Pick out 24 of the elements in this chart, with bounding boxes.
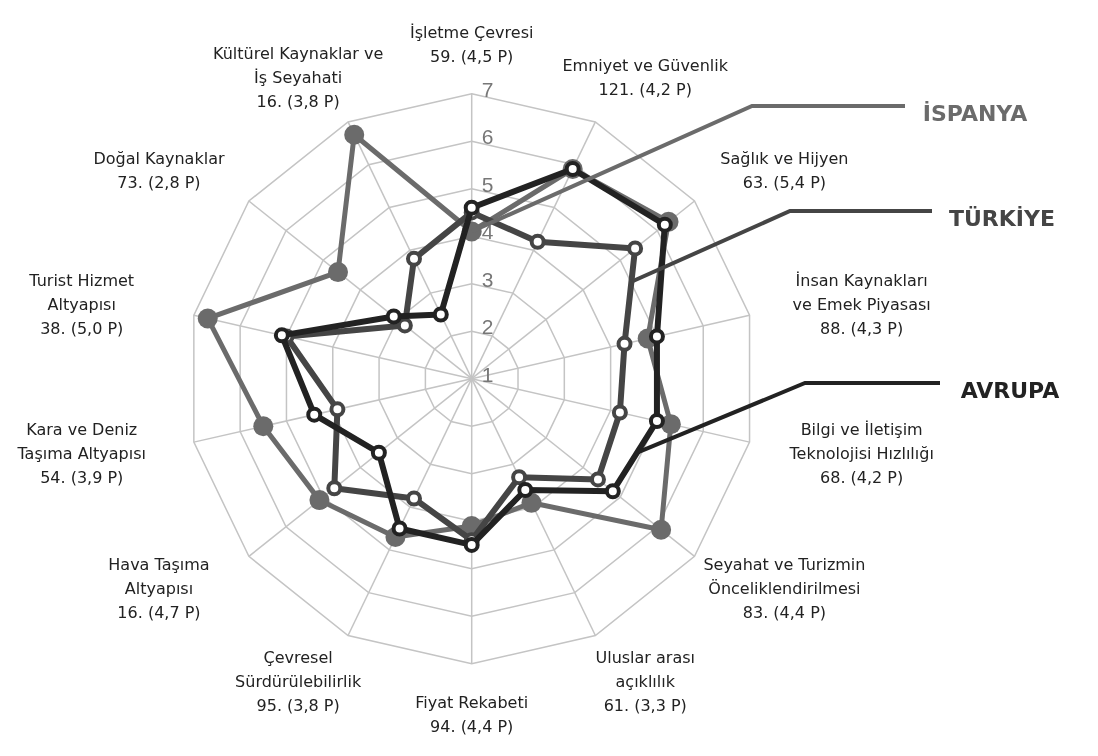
spoke-label: Seyahat ve Turizmin Önceliklendirilmesi 83. (4,4 P) bbox=[703, 554, 866, 622]
spoke-label: Kara ve Deniz Taşıma Altyapısı 54. (3,9 P) bbox=[16, 420, 146, 488]
y-tick-label: 2 bbox=[481, 315, 494, 339]
y-tick-label: 3 bbox=[481, 267, 494, 291]
spoke-label: İşletme Çevresi 59. (4,5 P) bbox=[409, 22, 534, 66]
spoke-label: Emniyet ve Güvenlik 121. (4,2 P) bbox=[562, 55, 729, 99]
text: TÜRKİYE bbox=[948, 206, 1056, 231]
y-tick-label: 6 bbox=[481, 125, 494, 149]
spoke-label: Çevresel Sürdürülebilirlik 95. (3,8 P) bbox=[235, 647, 362, 715]
spoke-label: Bilgi ve İletişim Teknolojisi Hızlılığı 68. (4,2 P) bbox=[788, 420, 934, 488]
spoke-label: Fiyat Rekabeti 94. (4,4 P) bbox=[415, 692, 529, 736]
spoke-label: Uluslar arası açıklılık 61. (3,3 P) bbox=[595, 647, 696, 715]
y-tick-label: 1 bbox=[481, 362, 494, 386]
spoke-label: Kültürel Kaynaklar ve İş Seyahati 16. (3,8 P) bbox=[213, 43, 384, 111]
spoke-label: Turist Hizmet Altyapısı 38. (5,0 P) bbox=[28, 271, 135, 339]
spoke-label: İnsan Kaynakları ve Emek Piyasası 88. (4,3 P) bbox=[792, 271, 931, 339]
spoke-label: Doğal Kaynaklar 73. (2,8 P) bbox=[93, 148, 225, 192]
text: İSPANYA bbox=[922, 101, 1028, 126]
spoke-label: Sağlık ve Hijyen 63. (5,4 P) bbox=[720, 148, 849, 192]
y-tick-label: 7 bbox=[481, 77, 494, 101]
text: AVRUPA bbox=[960, 378, 1060, 403]
y-tick-label: 4 bbox=[481, 220, 494, 244]
spoke-label: Hava Taşıma Altyapısı 16. (4,7 P) bbox=[108, 554, 210, 622]
y-tick-label: 5 bbox=[481, 172, 494, 196]
